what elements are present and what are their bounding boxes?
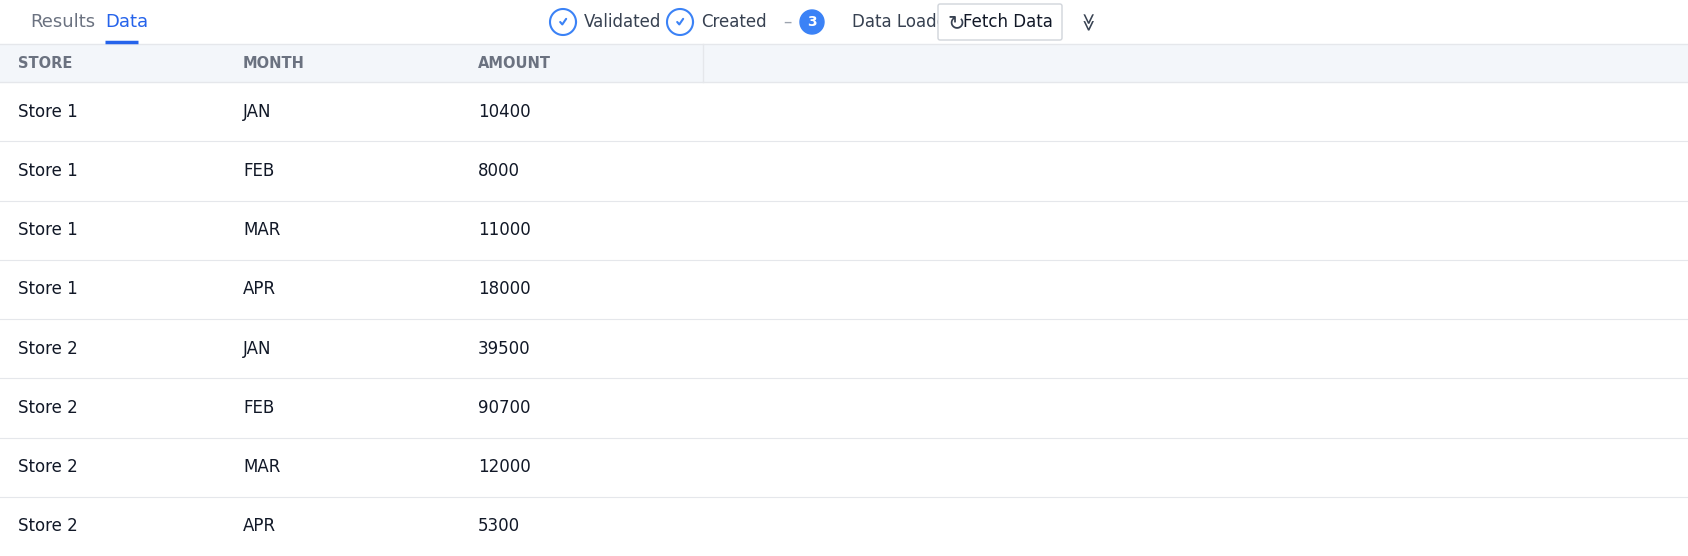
Text: AMOUNT: AMOUNT: [478, 56, 550, 71]
Text: 8000: 8000: [478, 162, 520, 180]
Text: Results: Results: [30, 13, 95, 31]
Text: FEB: FEB: [243, 399, 273, 417]
Text: JAN: JAN: [243, 340, 272, 358]
Text: Store 1: Store 1: [19, 162, 78, 180]
Text: 12000: 12000: [478, 458, 530, 476]
Text: 3: 3: [807, 15, 817, 29]
Text: Store 2: Store 2: [19, 458, 78, 476]
Text: ↻: ↻: [947, 13, 966, 33]
Text: 11000: 11000: [478, 221, 530, 239]
Text: Data: Data: [105, 13, 149, 31]
Text: MAR: MAR: [243, 458, 280, 476]
Text: Created: Created: [701, 13, 766, 31]
Text: –: –: [783, 13, 792, 31]
Text: MONTH: MONTH: [243, 56, 306, 71]
Text: Store 2: Store 2: [19, 399, 78, 417]
Text: 39500: 39500: [478, 340, 530, 358]
Text: Store 1: Store 1: [19, 280, 78, 299]
Text: Validated: Validated: [584, 13, 662, 31]
Text: 10400: 10400: [478, 103, 530, 121]
Text: MAR: MAR: [243, 221, 280, 239]
Text: Store 1: Store 1: [19, 221, 78, 239]
Bar: [0, 44, 1688, 82]
Text: 5300: 5300: [478, 518, 520, 535]
Text: 18000: 18000: [478, 280, 530, 299]
Text: JAN: JAN: [243, 103, 272, 121]
Text: Store 1: Store 1: [19, 103, 78, 121]
Text: FEB: FEB: [243, 162, 273, 180]
Text: STORE: STORE: [19, 56, 73, 71]
Text: Data Loaded: Data Loaded: [852, 13, 957, 31]
Text: Store 2: Store 2: [19, 518, 78, 535]
Polygon shape: [800, 10, 824, 34]
Text: ≫: ≫: [1075, 13, 1094, 32]
Text: 90700: 90700: [478, 399, 530, 417]
Text: Store 2: Store 2: [19, 340, 78, 358]
Text: APR: APR: [243, 280, 277, 299]
Text: Fetch Data: Fetch Data: [964, 13, 1053, 31]
Text: APR: APR: [243, 518, 277, 535]
FancyBboxPatch shape: [939, 4, 1062, 40]
